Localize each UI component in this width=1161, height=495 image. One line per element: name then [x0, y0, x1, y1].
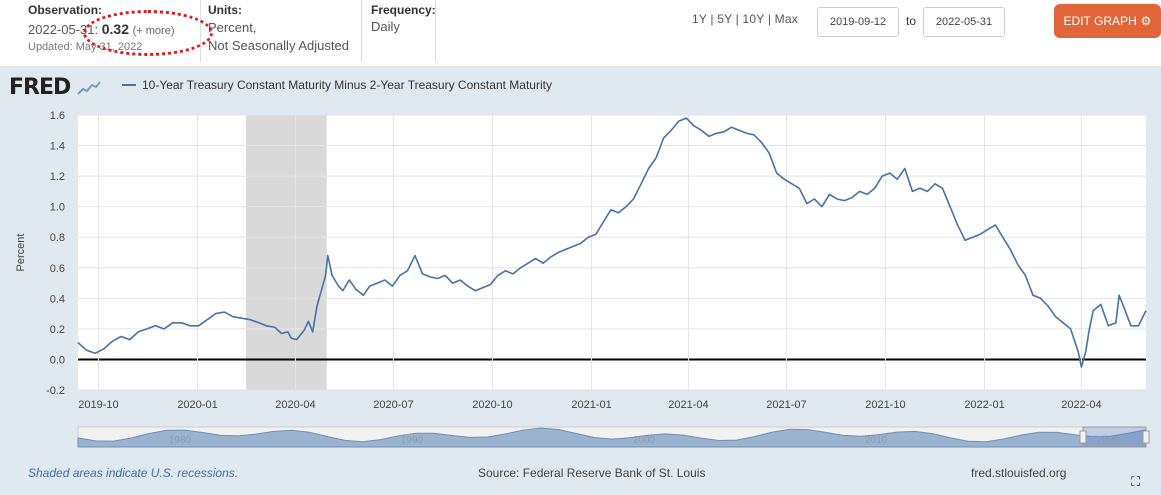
observation-line: 2022-05-31: 0.32 (+ more) — [28, 21, 203, 37]
y-tick-label: 0.0 — [50, 354, 65, 366]
fred-logo: FRED — [9, 75, 101, 100]
to-label: to — [906, 14, 917, 28]
x-tick-label: 2019-10 — [78, 399, 118, 411]
y-tick-label: 0.6 — [50, 263, 65, 275]
gear-icon: ⚙ — [1140, 14, 1152, 28]
fred-logo-graph-icon — [76, 80, 101, 96]
x-tick-label: 2020-01 — [177, 399, 217, 411]
observation-header: Observation: — [28, 3, 103, 17]
x-tick-label: 2021-10 — [865, 399, 905, 411]
x-tick-label: 2022-01 — [964, 399, 1004, 411]
y-tick-label: 0.8 — [50, 232, 65, 244]
y-tick-label: 1.2 — [50, 171, 65, 183]
navigator-year-label: 2000 — [633, 435, 656, 446]
navigator-year-label: 2020 — [1097, 435, 1120, 446]
range-max[interactable]: Max — [774, 12, 798, 26]
chart-svg: 1.6 1.4 1.2 1.0 0.8 0.6 0.4 0.2 0.0 -0.2 2019-10 20… — [15, 110, 1150, 448]
units-header: Units: — [208, 3, 242, 17]
observation-updated: Updated: May 31, 2022 — [28, 41, 143, 53]
y-tick-label: 1.6 — [50, 110, 65, 122]
units-line2: Not Seasonally Adjusted — [208, 38, 349, 53]
source-text: Source: Federal Reserve Bank of St. Loui… — [478, 466, 706, 480]
plot-area — [78, 115, 1146, 390]
x-tick-label: 2021-01 — [571, 399, 611, 411]
units-panel: Units: Percent, Not Seasonally Adjusted — [208, 0, 358, 62]
end-date-input[interactable] — [923, 7, 1005, 37]
chart-legend: 10-Year Treasury Constant Maturity Minus… — [122, 78, 552, 92]
y-tick-label: 1.0 — [50, 202, 65, 214]
observation-date: 2022-05-31: — [28, 22, 99, 37]
navigator-year-label: 2010 — [865, 435, 888, 446]
frequency-panel: Frequency: Daily — [371, 0, 436, 62]
x-tick-label: 2021-04 — [668, 399, 708, 411]
recession-band — [245, 115, 327, 390]
navigator-left-handle — [1079, 430, 1087, 444]
fred-logo-text: FRED — [9, 75, 71, 100]
divider — [361, 0, 362, 62]
recession-note[interactable]: Shaded areas indicate U.S. recessions. — [28, 466, 239, 480]
divider — [435, 0, 436, 62]
x-tick-label: 2020-10 — [472, 399, 512, 411]
start-date-input[interactable] — [817, 7, 899, 37]
y-tick-label: -0.2 — [46, 385, 65, 397]
units-line1: Percent, — [208, 20, 257, 35]
y-tick-label: 1.4 — [50, 141, 65, 153]
legend-series-name: 10-Year Treasury Constant Maturity Minus… — [142, 78, 552, 92]
series-line — [77, 117, 1147, 368]
range-selector: 1Y | 5Y | 10Y | Max — [692, 12, 798, 26]
y-tick-label: 0.4 — [50, 293, 65, 305]
navigator-year-label: 1990 — [401, 435, 424, 446]
divider — [200, 0, 201, 62]
legend-swatch — [122, 84, 136, 86]
fullscreen-icon[interactable]: ⛶ — [1131, 474, 1141, 489]
x-tick-label: 2022-04 — [1061, 399, 1101, 411]
observation-more-link[interactable]: (+ more) — [132, 25, 175, 37]
navigator-area — [77, 427, 1147, 448]
frequency-header: Frequency: — [371, 3, 436, 17]
observation-value: 0.32 — [101, 21, 129, 37]
x-tick-label: 2021-07 — [766, 399, 806, 411]
x-tick-label: 2020-04 — [275, 399, 315, 411]
edit-graph-button[interactable]: EDIT GRAPH ⚙ — [1054, 4, 1161, 38]
range-5y[interactable]: 5Y — [717, 12, 733, 26]
navigator-right-handle — [1142, 430, 1150, 444]
frequency-value: Daily — [371, 19, 400, 34]
y-tick-label: 0.2 — [50, 324, 65, 336]
site-url[interactable]: fred.stlouisfed.org — [971, 466, 1067, 480]
info-bar: Observation: 2022-05-31: 0.32 (+ more) U… — [0, 0, 1161, 66]
edit-graph-label: EDIT GRAPH — [1063, 14, 1137, 28]
y-axis-label: Percent — [15, 234, 27, 272]
range-10y[interactable]: 10Y — [742, 12, 765, 26]
x-tick-label: 2020-07 — [373, 399, 413, 411]
observation-panel: Observation: 2022-05-31: 0.32 (+ more) U… — [28, 0, 203, 62]
navigator-year-label: 1980 — [169, 435, 192, 446]
range-1y[interactable]: 1Y — [692, 12, 707, 26]
